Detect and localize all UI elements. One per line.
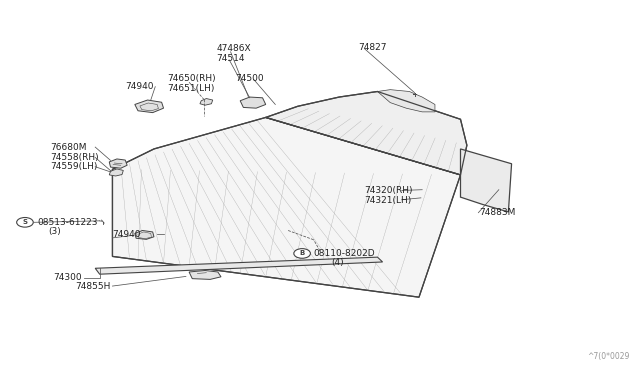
Polygon shape <box>200 99 212 105</box>
Text: ^7(0*0029: ^7(0*0029 <box>588 352 630 361</box>
Text: 74321(LH): 74321(LH) <box>365 196 412 205</box>
Text: 74855H: 74855H <box>75 282 110 291</box>
Text: 74883M: 74883M <box>479 208 516 217</box>
Text: 74320(RH): 74320(RH) <box>365 186 413 195</box>
Polygon shape <box>266 92 467 175</box>
Text: B: B <box>300 250 305 256</box>
Text: S: S <box>22 219 28 225</box>
Polygon shape <box>109 169 124 176</box>
Polygon shape <box>109 159 127 168</box>
Text: 74500: 74500 <box>236 74 264 83</box>
Text: 74651(LH): 74651(LH) <box>167 84 214 93</box>
Text: 74650(RH): 74650(RH) <box>167 74 215 83</box>
Text: 08110-8202D: 08110-8202D <box>314 249 375 258</box>
Text: (3): (3) <box>49 227 61 236</box>
Polygon shape <box>95 257 383 274</box>
Polygon shape <box>135 231 154 239</box>
Text: 74514: 74514 <box>216 54 245 62</box>
Polygon shape <box>378 90 435 112</box>
Text: (4): (4) <box>332 258 344 267</box>
Text: 74300: 74300 <box>53 273 82 282</box>
Polygon shape <box>461 149 511 212</box>
Text: 74940: 74940 <box>125 82 154 91</box>
Text: 74558(RH): 74558(RH) <box>51 153 99 162</box>
Polygon shape <box>240 97 266 108</box>
Text: 74827: 74827 <box>358 42 387 51</box>
Polygon shape <box>113 118 461 297</box>
Text: 74559(LH): 74559(LH) <box>51 162 98 171</box>
Text: 74940: 74940 <box>113 230 141 239</box>
Text: 08513-61223: 08513-61223 <box>38 218 98 227</box>
Polygon shape <box>135 100 164 113</box>
Circle shape <box>17 218 33 227</box>
Circle shape <box>294 248 310 258</box>
Text: 47486X: 47486X <box>216 44 251 53</box>
Polygon shape <box>189 270 221 279</box>
Text: 76680M: 76680M <box>51 142 87 151</box>
